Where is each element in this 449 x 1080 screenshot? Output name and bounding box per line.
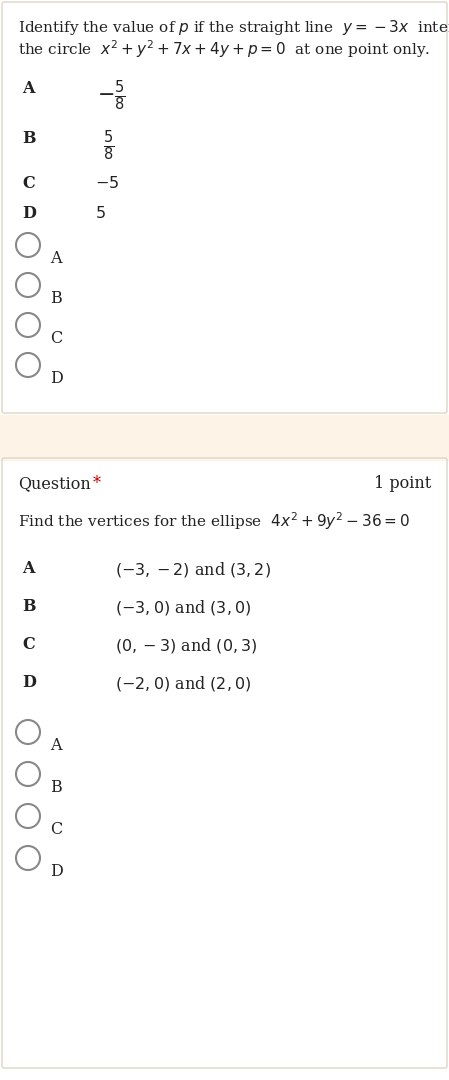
Text: A: A [50,249,62,267]
Text: D: D [50,863,63,880]
Text: $-\frac{5}{8}$: $-\frac{5}{8}$ [97,78,126,112]
Text: the circle  $x^2+y^2+7x+4y+p=0$  at one point only.: the circle $x^2+y^2+7x+4y+p=0$ at one po… [18,38,430,59]
Text: B: B [22,598,35,615]
Text: Question: Question [18,475,91,492]
Text: $\frac{5}{8}$: $\frac{5}{8}$ [103,129,114,162]
Text: 1 point: 1 point [374,475,431,492]
Bar [0,415,449,460]
Text: B: B [50,291,62,307]
Text: B: B [50,779,62,796]
Text: A: A [22,80,35,97]
Text: Identify the value of $p$ if the straight line  $y=-3x$  intersects: Identify the value of $p$ if the straigh… [18,18,449,37]
Text: $5$: $5$ [95,205,106,222]
Text: A: A [50,737,62,754]
Text: C: C [22,636,35,653]
Text: A: A [22,561,35,577]
Text: C: C [22,175,35,192]
Text: B: B [22,130,35,147]
Text: $(-3,-2)$ and $(3,2)$: $(-3,-2)$ and $(3,2)$ [115,561,271,579]
Text: *: * [93,475,101,492]
Text: $-5$: $-5$ [95,175,119,192]
Text: C: C [50,821,62,838]
Text: $(-3,0)$ and $(3,0)$: $(-3,0)$ and $(3,0)$ [115,598,251,617]
Text: $(0,-3)$ and $(0,3)$: $(0,-3)$ and $(0,3)$ [115,636,258,654]
Text: D: D [22,205,36,222]
Text: D: D [22,674,36,691]
Text: D: D [50,370,63,387]
Text: C: C [50,330,62,347]
Text: $(-2,0)$ and $(2,0)$: $(-2,0)$ and $(2,0)$ [115,674,251,693]
Text: Find the vertices for the ellipse  $4x^2+9y^2-36=0$: Find the vertices for the ellipse $4x^2+… [18,510,410,531]
